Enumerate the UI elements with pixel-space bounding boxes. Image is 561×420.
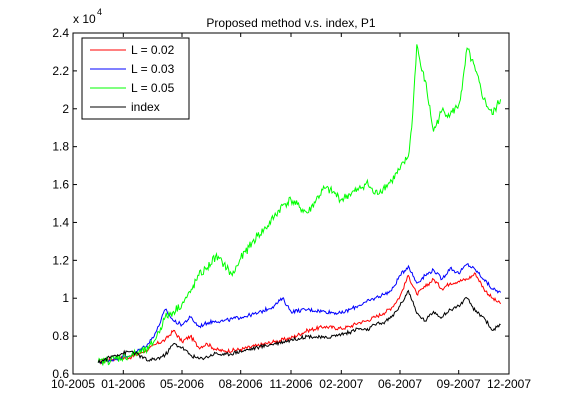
legend-label: L = 0.03 <box>131 62 175 76</box>
y-tick-label: 1.4 <box>52 215 69 229</box>
legend-label: L = 0.05 <box>131 81 175 95</box>
x-tick-label: 08-2006 <box>219 377 263 391</box>
series-layer <box>97 44 502 366</box>
x-axis: 10-2005 01-2006 05-2006 08-2006 11-2006 02-20… <box>51 33 531 391</box>
y-tick-label: 2.4 <box>52 26 69 40</box>
y-tick-label: 1.6 <box>52 178 69 192</box>
y-tick-label: 1.8 <box>52 140 69 154</box>
series-line-l-0-03 <box>97 263 502 365</box>
series-line-l-0-05 <box>97 44 502 366</box>
series-line-l-0-02 <box>97 272 502 365</box>
y-multiplier-exponent: 4 <box>97 7 102 17</box>
y-axis: 0.6 0.8 1 1.2 1.4 1.6 1.8 2 2.2 2.4 <box>52 26 509 381</box>
x-tick-label: 01-2006 <box>101 377 145 391</box>
series-line-index <box>97 289 501 364</box>
x-tick-label: 06-2007 <box>378 377 422 391</box>
x-tick-label: 12-2007 <box>487 377 531 391</box>
y-tick-label: 2 <box>62 102 69 116</box>
x-tick-label: 05-2006 <box>160 377 204 391</box>
x-tick-label: 11-2006 <box>269 377 312 391</box>
x-tick-label: 09-2007 <box>437 377 481 391</box>
x-tick-label: 02-2007 <box>319 377 363 391</box>
y-tick-label: 1 <box>62 291 69 305</box>
legend-box <box>81 37 190 120</box>
y-tick-label: 0.8 <box>52 329 69 343</box>
y-tick-label: 0.6 <box>52 367 69 381</box>
chart-title: Proposed method v.s. index, P1 <box>206 16 376 30</box>
y-multiplier-base: x 10 <box>73 12 96 26</box>
y-tick-label: 1.2 <box>52 253 69 267</box>
legend-label: index <box>131 100 160 114</box>
legend-label: L = 0.02 <box>131 43 175 57</box>
x-tick-label: 10-2005 <box>51 377 95 391</box>
y-tick-label: 2.2 <box>52 64 69 78</box>
legend: L = 0.02 L = 0.03 L = 0.05 index <box>81 37 190 120</box>
